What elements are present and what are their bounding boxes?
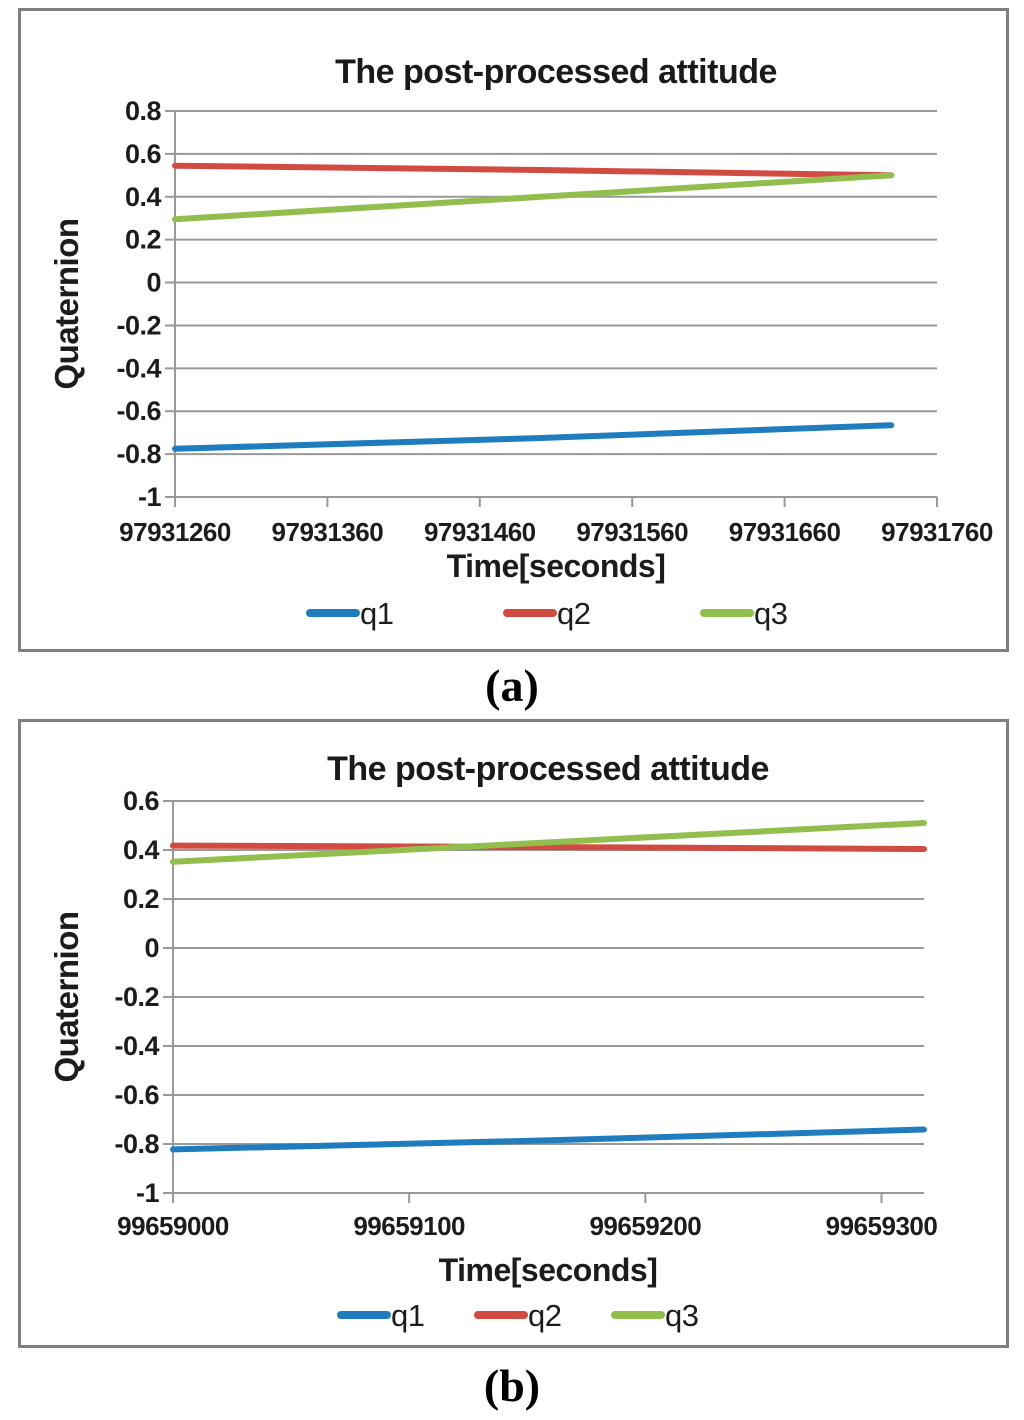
y-tick-label: 0.6: [123, 786, 160, 816]
chart-title: The post-processed attitude: [327, 750, 769, 788]
y-tick-label: 0.2: [123, 884, 159, 914]
x-tick-label: 97931260: [119, 517, 231, 547]
chart-panel-a: 0.8 0.6 0.4 0.2 0 -0.2 -0.4 -0.6 -0.8 -1 97931260 9…: [18, 8, 1009, 652]
y-tick-label: 0.8: [125, 96, 162, 126]
y-axis-label: Quaternion: [48, 911, 85, 1082]
chart-panel-b: 0.6 0.4 0.2 0 -0.2 -0.4 -0.6 -0.8 -1 99659000 9965…: [18, 719, 1009, 1348]
series-q2-line: [172, 162, 895, 179]
series-q3-line: [170, 820, 927, 865]
series-q1-line: [170, 1126, 927, 1153]
legend-label-q1: q1: [360, 596, 393, 631]
y-tick-label: -0.6: [116, 396, 161, 426]
y-tick-label: 0.4: [123, 835, 160, 865]
x-tick-label: 97931660: [729, 517, 841, 547]
y-tick-label: -0.8: [114, 1129, 159, 1159]
y-tick-label: 0: [144, 933, 159, 963]
legend-label-q3: q3: [754, 596, 787, 631]
x-tick-label: 99659300: [826, 1211, 938, 1241]
legend-label-q2: q2: [528, 1298, 561, 1333]
x-axis-label: Time[seconds]: [439, 1252, 658, 1288]
x-tick-label: 99659000: [117, 1211, 229, 1241]
series-q1-line: [172, 422, 895, 452]
x-tick-label: 99659100: [353, 1211, 465, 1241]
y-tick-label: 0.6: [125, 139, 162, 169]
y-tick-label: -0.2: [116, 310, 161, 340]
y-tick-label: -1: [136, 1178, 159, 1208]
y-tick-label: -0.8: [116, 439, 161, 469]
series-q3-line: [172, 172, 895, 223]
y-tick-label: -0.4: [116, 353, 161, 383]
legend-label-q3: q3: [665, 1298, 698, 1333]
y-tick-label: -0.6: [114, 1080, 159, 1110]
y-tick-label: 0: [146, 268, 161, 298]
caption-b: (b): [483, 1360, 541, 1411]
x-tick-label: 97931760: [881, 517, 993, 547]
y-tick-label: -0.4: [114, 1031, 159, 1061]
x-tick-label: 99659200: [589, 1211, 701, 1241]
legend-label-q2: q2: [557, 596, 590, 631]
x-tick-label: 97931460: [424, 517, 536, 547]
legend-label-q1: q1: [391, 1298, 424, 1333]
y-tick-label: -0.2: [114, 982, 159, 1012]
chart-title: The post-processed attitude: [335, 53, 777, 91]
y-tick-label: -1: [138, 482, 161, 512]
y-axis-label: Quaternion: [48, 218, 85, 389]
chart-a-canvas: 0.8 0.6 0.4 0.2 0 -0.2 -0.4 -0.6 -0.8 -1 97931260 9…: [48, 53, 993, 631]
caption-a: (a): [485, 660, 539, 711]
x-tick-label: 97931360: [272, 517, 384, 547]
y-tick-label: 0.2: [125, 225, 161, 255]
y-tick-label: 0.4: [125, 182, 162, 212]
series-q2-line: [170, 842, 927, 852]
x-axis-label: Time[seconds]: [447, 548, 666, 584]
x-tick-label: 97931560: [576, 517, 688, 547]
